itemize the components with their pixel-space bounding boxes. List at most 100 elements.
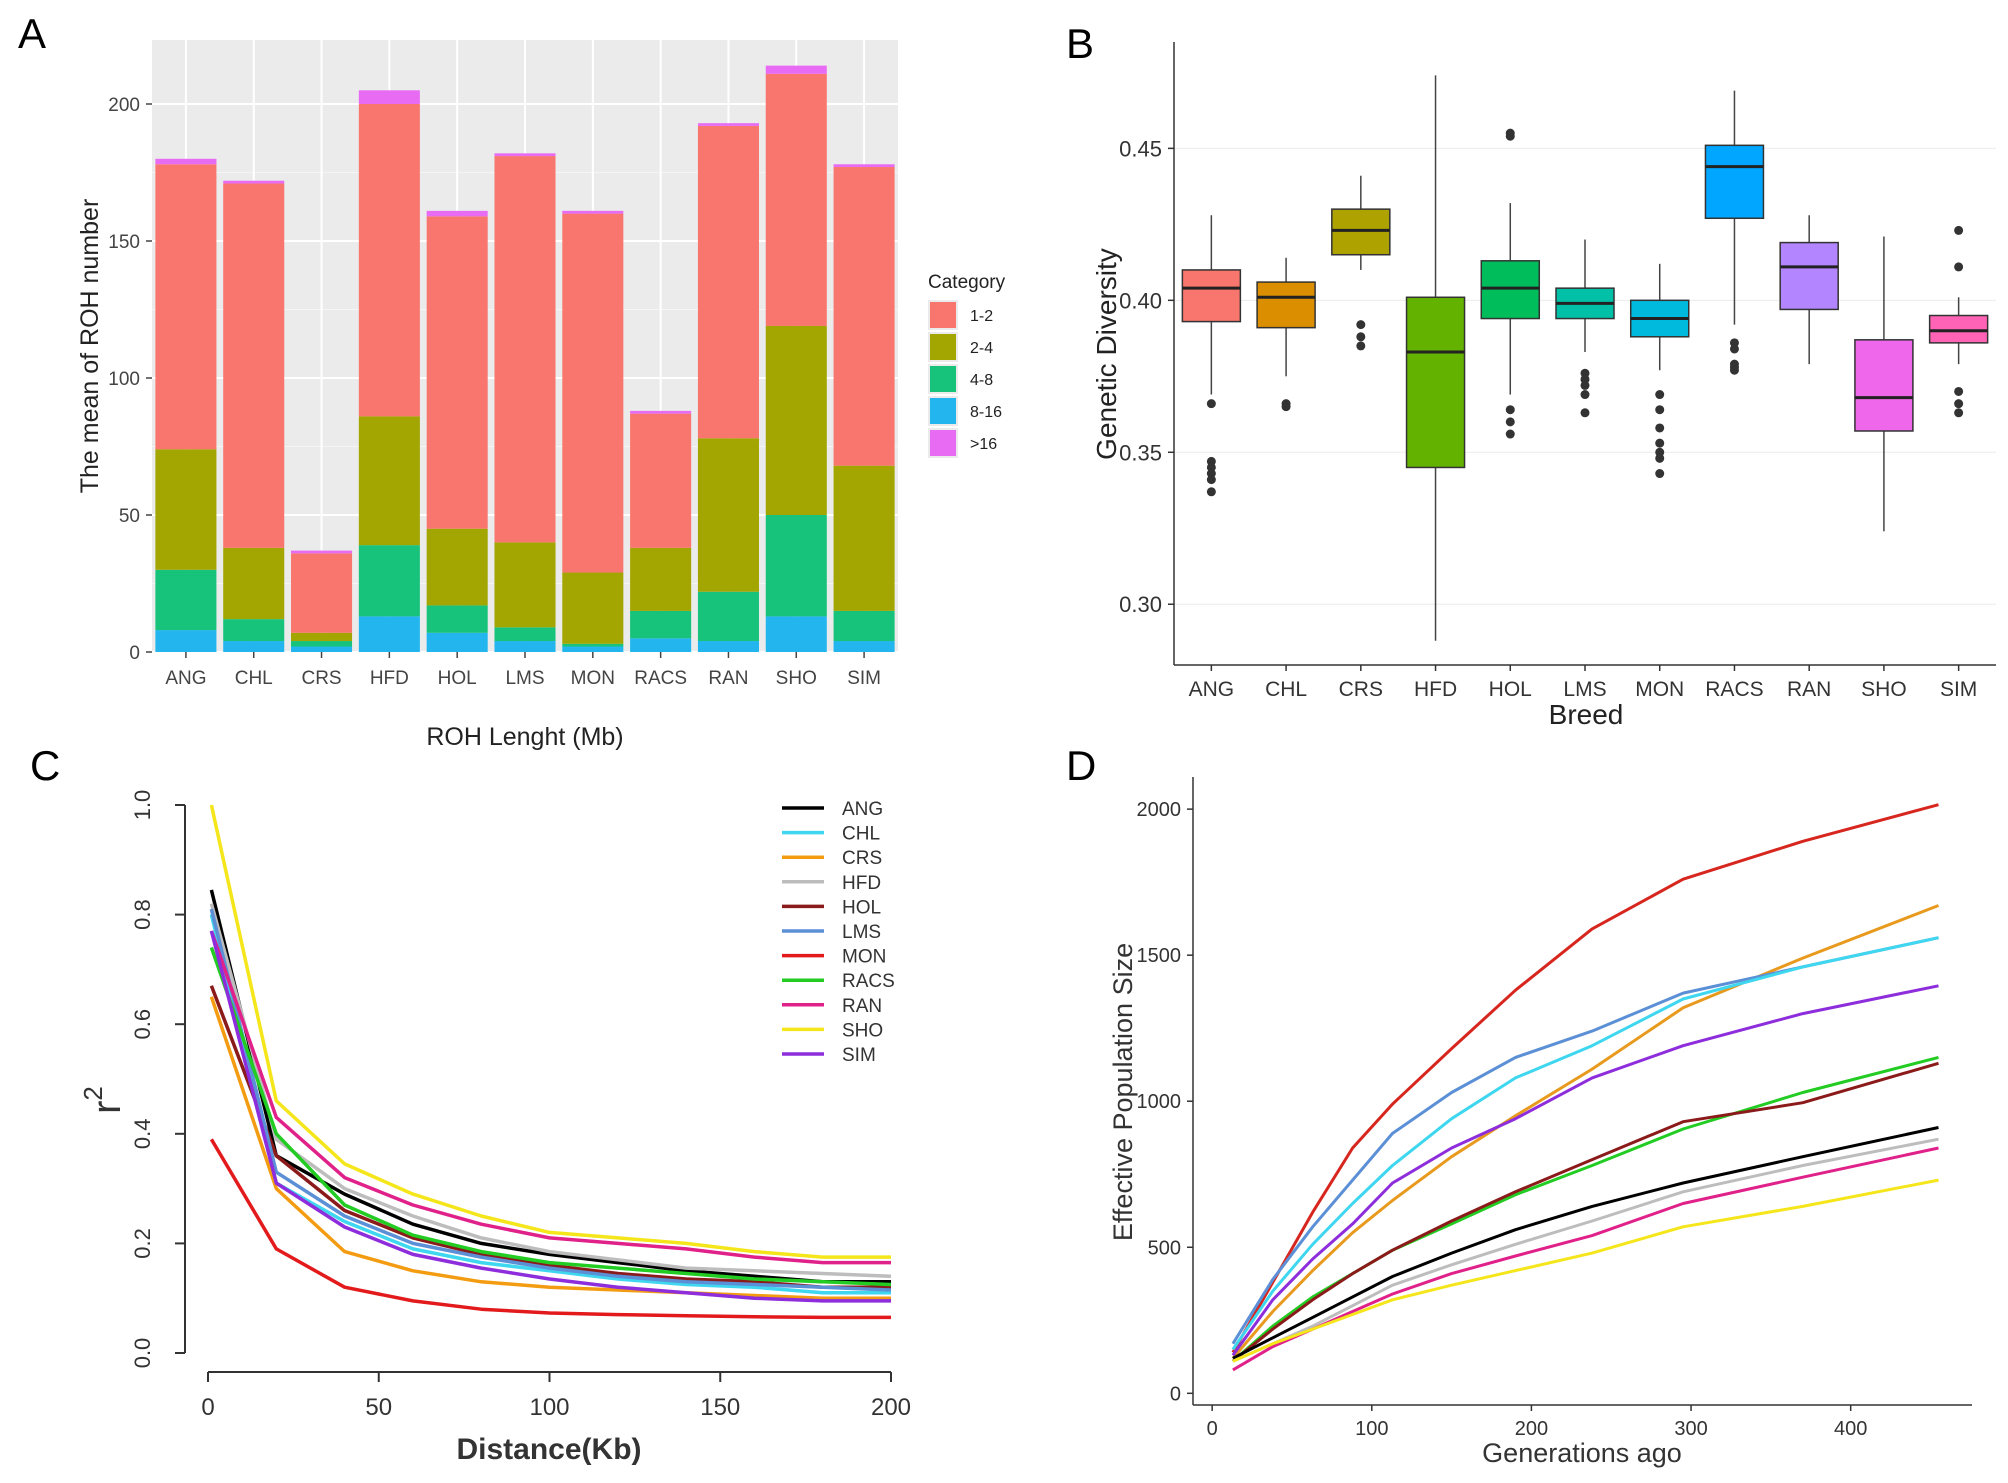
panel-a-bar-ang [155, 449, 217, 570]
panel-label-d: D [1066, 742, 1096, 789]
panel-a-bar-hol [426, 632, 488, 652]
panel-a-bar-ran [697, 591, 759, 642]
panel-b-y-ticks: 0.30 0.35 0.40 0.45 [1119, 136, 1174, 617]
panel-b-outlier-point [1655, 390, 1665, 400]
panel-b-y-tick-label: 0.35 [1119, 440, 1162, 465]
panel-a-legend-swatch [930, 398, 956, 424]
panel-d-x-axis-title: Generations ago [1482, 1438, 1682, 1468]
panel-a-bar-mon [562, 572, 624, 644]
panel-b-outlier-point [1580, 390, 1590, 400]
panel-b-outlier-point [1206, 475, 1216, 485]
panel-c-legend-label: RAN [842, 996, 882, 1017]
panel-c-legend-label: MON [842, 947, 886, 968]
panel-a-legend-title: Category [928, 272, 1006, 293]
panel-b-outlier-point [1281, 402, 1291, 412]
panel-c-y-tick-label: 0.8 [130, 899, 155, 930]
panel-c-legend-label: ANG [842, 799, 883, 820]
panel-a-bar-mon [562, 213, 624, 573]
panel-a-bar-hfd [358, 104, 420, 417]
panel-a-y-ticks: 0 50 100 150 200 [108, 95, 152, 664]
panel-a-chart: 0 50 100 150 200 ANG CHL CRS HFD HOL LMS MON RACS RA… [76, 40, 1006, 751]
panel-b-outlier-point [1505, 131, 1515, 141]
panel-a-bar-sim [833, 164, 895, 168]
panel-c-line-lms [209, 908, 892, 1292]
panel-c-y-axis-title-base: r [85, 1101, 129, 1114]
panel-d-x-tick-label: 200 [1515, 1418, 1548, 1440]
panel-c-y-ticks: 0.0 0.2 0.4 0.6 0.8 1.0 [130, 790, 185, 1368]
panel-b-outlier-point [1954, 262, 1964, 272]
panel-d-line-mon [1231, 803, 1939, 1354]
panel-label-a: A [18, 10, 46, 57]
panel-d-x-tick-label: 400 [1834, 1418, 1867, 1440]
panel-c-legend-label: SHO [842, 1020, 883, 1041]
panel-b-y-axis-title: Genetic Diversity [1091, 248, 1122, 460]
panel-b-x-tick-label: SHO [1861, 678, 1907, 701]
panel-b-box-chl [1256, 281, 1316, 329]
panel-c-line-chl [209, 914, 891, 1295]
panel-c-legend-label: RACS [842, 971, 895, 992]
panel-a-x-tick-label: HFD [370, 668, 409, 689]
panel-a-bar-hfd [358, 616, 420, 652]
panel-b-outlier-point [1580, 408, 1590, 418]
panel-c-legend-label: CRS [842, 848, 882, 869]
panel-a-bar-racs [630, 638, 692, 652]
panel-a-legend-swatch [930, 366, 956, 392]
panel-a-x-tick-label: RACS [634, 668, 687, 689]
panel-a-bar-lms [494, 156, 556, 543]
panel-c-legend: ANG CHL CRS HFD HOL LMS MON RACS RAN SHO SIM [782, 799, 895, 1066]
panel-a-bar-sim [833, 465, 895, 611]
panel-d-x-tick-label: 0 [1207, 1418, 1218, 1440]
panel-a-bar-sim [833, 167, 895, 466]
panel-b-box-sim [1928, 314, 1989, 344]
panel-a-bar-ran [697, 123, 759, 126]
panel-a-bar-sho [765, 73, 827, 326]
panel-b-outlier-point [1954, 386, 1964, 396]
panel-a-bar-ang [155, 164, 217, 450]
panel-a-bar-chl [223, 180, 285, 184]
panel-c-line-racs [209, 946, 892, 1287]
panel-a-bar-mon [562, 643, 624, 647]
panel-d-line-lms [1231, 936, 1939, 1345]
panel-c-y-tick-label: 1.0 [130, 790, 155, 821]
panel-b-box-sho [1854, 339, 1914, 432]
panel-a-bar-ran [697, 125, 759, 439]
panel-d-line-crs [1231, 904, 1940, 1360]
panel-a-legend-label: 8-16 [970, 404, 1002, 421]
panel-d-chart: 0 500 1000 1500 2000 0 100 200 300 400 Generatio… [1108, 777, 1972, 1468]
panel-c-x-tick-label: 100 [529, 1394, 569, 1421]
panel-c-legend-label: SIM [842, 1045, 876, 1066]
panel-b-box-racs [1704, 144, 1765, 220]
panel-a-bar-chl [223, 547, 285, 620]
panel-a-x-tick-label: RAN [708, 668, 748, 689]
panel-c-line-sho [209, 804, 891, 1259]
panel-d-x-ticks: 0 100 200 300 400 [1207, 1405, 1867, 1440]
panel-b-outlier-point [1505, 417, 1515, 427]
panel-a-x-tick-label: LMS [505, 668, 544, 689]
panel-b-outlier-point [1505, 405, 1515, 415]
panel-c-x-tick-label: 50 [365, 1394, 392, 1421]
panel-d-y-tick-label: 1500 [1137, 945, 1182, 967]
panel-b-outlier-point [1655, 438, 1665, 448]
panel-d-line-ang [1232, 1126, 1939, 1360]
panel-a-bar-ang [155, 630, 217, 652]
panel-a-bar-hol [426, 528, 488, 606]
panel-d-y-ticks: 0 500 1000 1500 2000 [1137, 799, 1193, 1405]
panel-a-x-tick-label: CHL [235, 668, 273, 689]
panel-d-y-tick-label: 0 [1170, 1383, 1181, 1405]
panel-b-outlier-point [1729, 344, 1739, 354]
panel-b-x-tick-label: ANG [1189, 678, 1235, 701]
panel-a-x-tick-label: MON [571, 668, 615, 689]
panel-c-x-tick-label: 150 [700, 1394, 740, 1421]
panel-c-x-ticks: 0 50 100 150 200 [201, 1372, 911, 1421]
panel-b-outlier-point [1655, 405, 1665, 415]
panel-d-y-tick-label: 2000 [1137, 799, 1182, 821]
panel-b-box-ran [1779, 241, 1839, 311]
panel-b-outlier-point [1356, 320, 1366, 330]
panel-a-bar-crs [291, 632, 353, 642]
panel-b-outlier-point [1356, 332, 1366, 342]
panel-a-bar-crs [291, 641, 353, 647]
panel-a-bar-racs [630, 410, 692, 414]
panel-a-bars [155, 65, 895, 652]
panel-a-bar-lms [494, 542, 556, 628]
